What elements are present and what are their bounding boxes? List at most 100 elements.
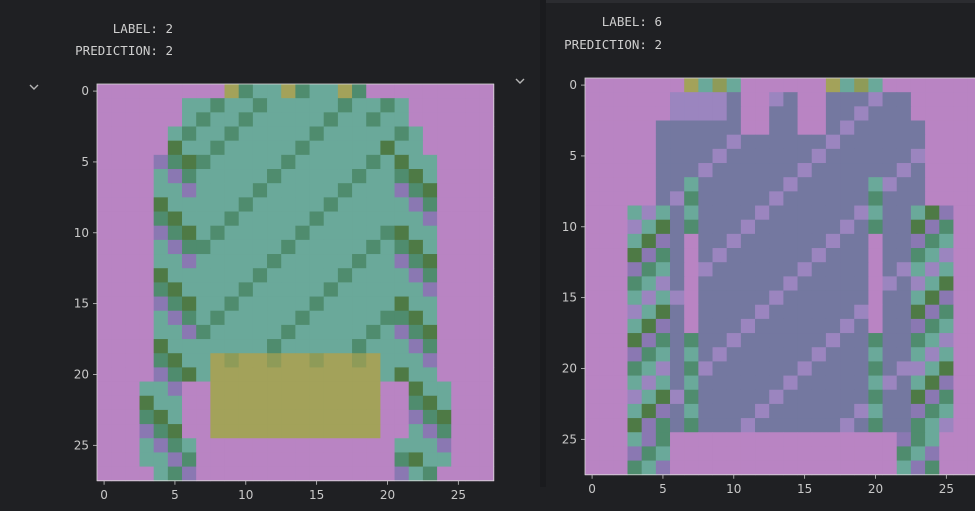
heatmap-cell	[670, 347, 685, 362]
heatmap-cell	[125, 353, 140, 368]
heatmap-cell	[684, 418, 699, 433]
heatmap-cell	[210, 183, 225, 198]
heatmap-cell	[840, 418, 855, 433]
heatmap-cell	[967, 333, 975, 348]
heatmap-cell	[670, 446, 685, 461]
heatmap-cell	[585, 432, 600, 447]
heatmap-cell	[613, 290, 628, 306]
heatmap-cell	[238, 169, 254, 184]
heatmap-cell	[811, 361, 827, 376]
heatmap-cell	[825, 276, 841, 291]
heatmap-cell	[451, 183, 466, 198]
heatmap-cell	[139, 466, 155, 482]
heatmap-cell	[882, 163, 898, 178]
heatmap-cell	[854, 191, 869, 206]
heatmap-cell	[111, 296, 126, 312]
heatmap-cell	[323, 466, 339, 482]
heatmap-cell	[167, 225, 183, 241]
heatmap-cell	[281, 84, 296, 99]
heatmap-cell	[967, 347, 975, 362]
heatmap-cell	[224, 268, 240, 283]
heatmap-cell	[408, 339, 424, 354]
x-tick-label: 25	[451, 488, 466, 502]
heatmap-cell	[726, 304, 742, 320]
heatmap-cell	[479, 424, 495, 439]
heatmap-cell	[366, 324, 381, 340]
heatmap-cell	[925, 432, 940, 447]
heatmap-cell	[585, 446, 600, 461]
heatmap-cell	[783, 219, 798, 235]
heatmap-cell	[599, 120, 614, 136]
heatmap-cell	[182, 466, 197, 482]
heatmap-cell	[295, 424, 310, 439]
heatmap-cell	[868, 177, 883, 192]
heatmap-cell	[380, 466, 395, 482]
heatmap-cell	[295, 211, 310, 227]
heatmap-cell	[769, 389, 784, 405]
heatmap-cell	[153, 140, 169, 156]
heatmap-cell	[967, 163, 975, 178]
heatmap-cell	[755, 347, 770, 362]
heatmap-cell	[281, 254, 296, 269]
heatmap-cell	[366, 126, 381, 142]
heatmap-cell	[281, 140, 296, 156]
heatmap-cell	[408, 239, 424, 255]
heatmap-cell	[712, 389, 728, 405]
heatmap-cell	[939, 347, 954, 362]
heatmap-cell	[910, 375, 926, 391]
heatmap-cell	[882, 403, 898, 419]
heatmap-cell	[479, 339, 495, 354]
heatmap-cell	[167, 424, 183, 439]
heatmap-cell	[811, 148, 827, 164]
heatmap-cell	[755, 276, 770, 291]
heatmap-cell	[783, 205, 798, 221]
heatmap-cell	[238, 225, 254, 241]
heatmap-cell	[196, 310, 211, 326]
heatmap-cell	[755, 304, 770, 320]
heatmap-cell	[783, 446, 798, 461]
heatmap-cell	[769, 432, 784, 447]
heatmap-cell	[585, 375, 600, 391]
heatmap-cell	[910, 92, 926, 107]
heatmap-cell	[465, 154, 480, 170]
heatmap-cell	[585, 233, 600, 249]
heatmap-cell	[139, 296, 155, 312]
heatmap-cell	[451, 268, 466, 283]
heatmap-cell	[811, 389, 827, 405]
heatmap-cell	[854, 163, 869, 178]
heatmap-cell	[896, 361, 912, 376]
heatmap-cell	[252, 452, 268, 467]
heatmap-cell	[599, 191, 614, 206]
heatmap-cell	[641, 205, 657, 221]
heatmap-cell	[479, 296, 495, 312]
heatmap-cell	[882, 432, 898, 447]
heatmap-cell	[309, 381, 325, 397]
heatmap-cell	[825, 290, 841, 306]
heatmap-cell	[422, 98, 438, 113]
heatmap-cell	[599, 361, 614, 376]
heatmap-cell	[422, 282, 438, 297]
heatmap-cell	[868, 191, 883, 206]
heatmap-cell	[167, 367, 183, 382]
heatmap-cell	[267, 211, 282, 227]
heatmap-cell	[712, 318, 728, 334]
heatmap-cell	[437, 381, 452, 397]
chevron-down-icon[interactable]	[511, 74, 529, 88]
heatmap-cell	[712, 460, 728, 476]
heatmap-cell	[641, 262, 657, 277]
chevron-down-icon[interactable]	[25, 80, 43, 94]
heatmap-cell	[755, 375, 770, 391]
heatmap-cell	[641, 233, 657, 249]
heatmap-cell	[451, 84, 466, 99]
heatmap-cell	[451, 282, 466, 297]
heatmap-cell	[599, 177, 614, 192]
heatmap-cell	[740, 403, 756, 419]
heatmap-cell	[210, 140, 225, 156]
heatmap-cell	[422, 211, 438, 227]
heatmap-cell	[840, 219, 855, 235]
heatmap-cell	[295, 409, 310, 425]
heatmap-cell	[337, 466, 353, 482]
heatmap-cell	[882, 333, 898, 348]
heatmap-cell	[712, 120, 728, 136]
heatmap-cell	[825, 233, 841, 249]
